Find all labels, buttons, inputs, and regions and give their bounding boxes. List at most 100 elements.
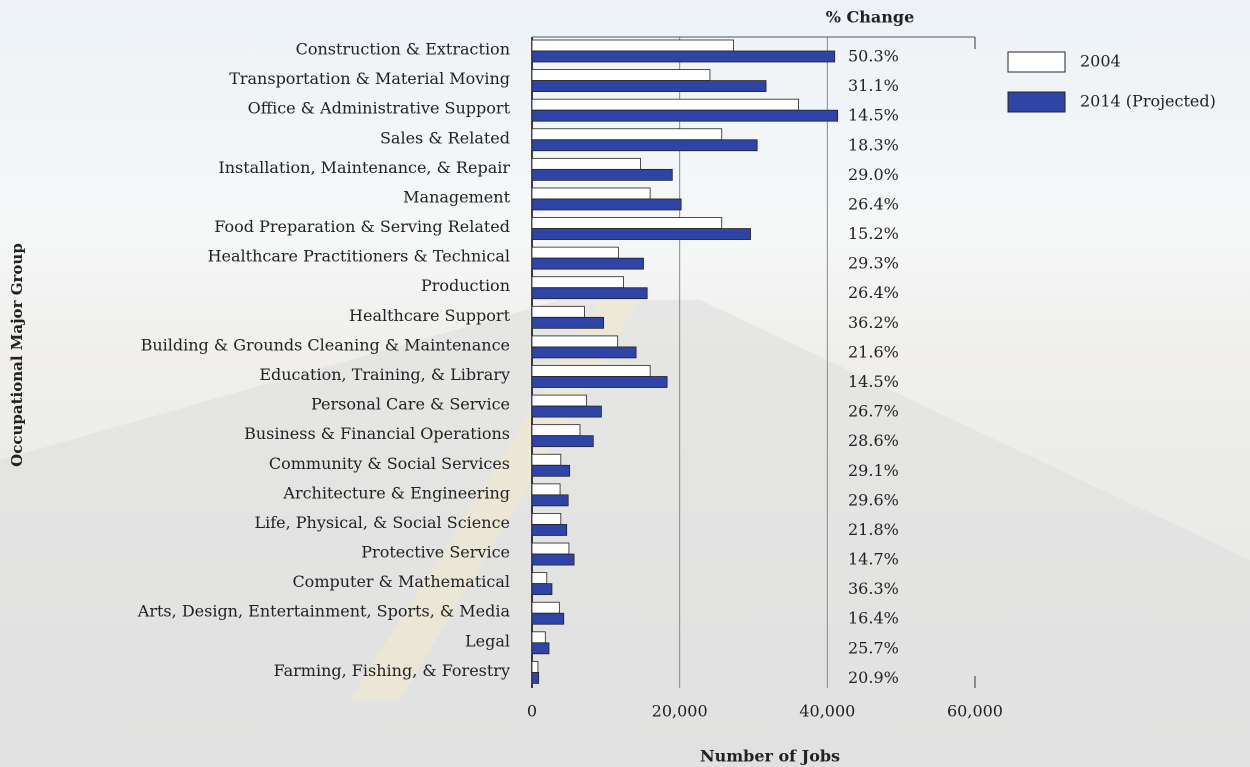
bar [531,228,751,240]
bar [531,424,581,437]
y-tick-label: Building & Grounds Cleaning & Maintenanc… [141,335,510,354]
bar [531,672,540,684]
y-tick-label: Legal [465,631,510,650]
y-tick-label: Protective Service [361,543,510,562]
y-tick-label: Food Preparation & Serving Related [214,217,510,236]
y-tick-label: Arts, Design, Entertainment, Sports, & M… [137,602,511,621]
bar [531,198,682,211]
bar [531,494,569,507]
bar [531,316,605,329]
y-tick-label: Office & Administrative Support [248,99,511,118]
bar [531,542,570,555]
bar [531,464,571,477]
y-tick-label: Production [421,276,510,295]
annotation: 31.1% [848,76,899,95]
y-tick-label: Architecture & Engineering [282,483,510,502]
annotation: 50.3% [848,47,899,66]
bar [531,346,637,359]
annotation: 14.5% [848,372,899,391]
bar [531,583,553,596]
annotation-title: % Change [826,8,915,27]
bar [531,69,711,81]
y-tick-label: Community & Social Services [269,454,510,473]
bar [531,631,546,644]
bar [531,335,619,348]
bar [531,157,641,170]
y-tick-label: Installation, Maintenance, & Repair [218,158,510,177]
bar [531,572,548,585]
y-tick-label: Sales & Related [380,128,510,147]
annotation: 25.7% [848,638,899,657]
y-tick-label: Management [403,187,510,206]
bar [531,642,550,655]
bar [531,453,562,466]
bar [531,305,585,318]
bar [531,246,619,259]
annotation: 18.3% [848,135,899,154]
bar [531,661,539,673]
bar [531,217,723,229]
bar [531,612,565,625]
bar [531,513,562,525]
bar [531,139,758,152]
y-tick-label: Computer & Mathematical [292,572,510,591]
y-tick-label: Construction & Extraction [296,40,510,59]
annotation: 36.3% [848,579,899,598]
annotation: 29.0% [848,165,899,184]
bar [531,109,839,122]
bar [531,287,648,300]
x-tick-label: 20,000 [652,702,708,721]
legend-label: 2004 [1080,52,1121,71]
y-tick-label: Education, Training, & Library [259,365,510,384]
annotation: 14.5% [848,106,899,125]
x-tick-label: 0 [527,702,537,721]
y-axis-title: Occupational Major Group [8,243,26,467]
bar [531,365,651,377]
x-tick-label: 40,000 [799,702,855,721]
bar [531,524,568,536]
bar [531,376,668,388]
y-tick-label: Transportation & Material Moving [229,69,510,88]
annotation: 26.4% [848,283,899,302]
bar [531,128,723,141]
y-tick-label: Farming, Fishing, & Forestry [274,661,510,680]
annotation: 14.7% [848,550,899,569]
legend-swatch [1007,91,1066,113]
y-tick-label: Life, Physical, & Social Science [254,513,510,532]
bar [531,39,734,52]
legend-label: 2014 (Projected) [1080,92,1216,111]
y-tick-label: Healthcare Practitioners & Technical [208,247,510,266]
bar [531,435,594,448]
bar [531,168,673,181]
bar [531,98,799,111]
road [0,300,1250,767]
annotation: 29.3% [848,254,899,273]
annotation: 28.6% [848,431,899,450]
annotation: 21.8% [848,520,899,539]
bar [531,276,624,289]
legend-swatch [1007,51,1066,73]
annotation: 21.6% [848,342,899,361]
bar [531,394,588,407]
bar [531,405,602,418]
bar [531,50,836,63]
annotation: 29.6% [848,490,899,509]
bar [531,80,767,92]
y-tick-label: Personal Care & Service [311,395,510,414]
annotation: 26.7% [848,402,899,421]
annotation: 36.2% [848,313,899,332]
bar [531,601,560,614]
annotation: 26.4% [848,194,899,213]
x-tick-label: 60,000 [947,702,1003,721]
annotation: 16.4% [848,609,899,628]
bar [531,187,651,200]
bar [531,257,644,270]
x-axis-title: Number of Jobs [700,747,840,766]
bar [531,553,575,566]
annotation: 15.2% [848,224,899,243]
annotation: 20.9% [848,668,899,687]
bar [531,483,561,496]
annotation: 29.1% [848,461,899,480]
